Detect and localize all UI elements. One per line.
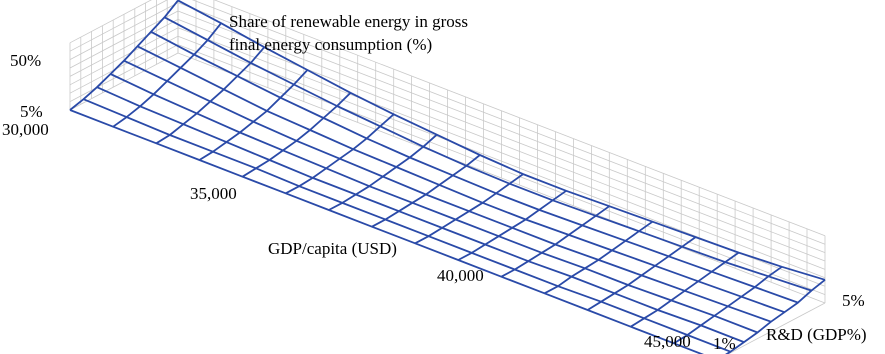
left-wall-horizontal-gridline bbox=[69, 19, 179, 77]
surface-line-constant-rd bbox=[83, 98, 731, 353]
back-wall-horizontal-gridline bbox=[177, 2, 826, 253]
surface-line-constant-gdp bbox=[371, 154, 481, 228]
surface-line-constant-rd bbox=[164, 16, 812, 292]
surface-line-constant-rd bbox=[69, 109, 705, 354]
surface-line-constant-gdp bbox=[285, 113, 395, 195]
surface-line-constant-gdp bbox=[198, 69, 309, 161]
x-axis-label: GDP/capita (USD) bbox=[268, 239, 397, 258]
back-wall-horizontal-gridline bbox=[177, 19, 826, 270]
surface-line-constant-rd bbox=[96, 86, 745, 343]
surface-line-constant-rd bbox=[123, 59, 772, 323]
back-wall-horizontal-gridline bbox=[177, 44, 826, 295]
left-wall-horizontal-gridline bbox=[69, 2, 179, 60]
x-tick-label-45000: 45,000 bbox=[644, 332, 691, 351]
left-wall-horizontal-gridline bbox=[69, 44, 179, 102]
x-tick-label-30000: 30,000 bbox=[2, 120, 49, 139]
left-wall-horizontal-gridline bbox=[69, 10, 179, 69]
back-wall-horizontal-gridline bbox=[177, 27, 826, 279]
surface-line-constant-gdp bbox=[630, 251, 740, 328]
back-wall-horizontal-gridline bbox=[177, 10, 826, 262]
left-wall-horizontal-gridline bbox=[69, 0, 168, 52]
y-tick-label-5: 5% bbox=[842, 291, 865, 310]
back-wall-horizontal-gridline bbox=[191, 0, 826, 245]
z-tick-label-low: 5% bbox=[20, 102, 43, 121]
surface-line-constant-rd bbox=[110, 73, 758, 334]
surface-line-constant-gdp bbox=[328, 134, 438, 211]
left-wall-horizontal-gridline bbox=[69, 35, 179, 94]
surface-line-constant-gdp bbox=[112, 22, 222, 128]
left-wall-horizontal-gridline bbox=[69, 0, 152, 44]
z-axis-title-line1: Share of renewable energy in gross bbox=[229, 12, 468, 31]
surface-line-constant-gdp bbox=[414, 173, 524, 245]
surface-mesh bbox=[69, 0, 826, 354]
surface-line-constant-gdp bbox=[544, 220, 654, 295]
surface-line-constant-gdp bbox=[587, 236, 697, 311]
surface-line-constant-gdp bbox=[155, 46, 265, 145]
z-tick-label-high: 50% bbox=[10, 51, 41, 70]
z-axis-title-line2: final energy consumption (%) bbox=[229, 35, 432, 54]
surface-line-constant-gdp bbox=[457, 190, 567, 261]
surface-line-constant-gdp bbox=[500, 205, 610, 278]
surface-line-constant-rd bbox=[137, 45, 785, 314]
back-wall-horizontal-gridline bbox=[213, 0, 826, 237]
y-tick-label-1: 1% bbox=[713, 334, 736, 353]
surface-line-constant-gdp bbox=[725, 279, 826, 354]
back-wall-horizontal-gridline bbox=[177, 52, 826, 304]
floor-right-edge bbox=[727, 302, 826, 354]
x-tick-label-35000: 35,000 bbox=[190, 184, 237, 203]
surface-line-constant-rd bbox=[150, 31, 799, 304]
surface-line-constant-gdp bbox=[673, 266, 783, 345]
surface-line-constant-gdp bbox=[242, 92, 352, 178]
surface-line-constant-gdp bbox=[69, 0, 179, 111]
x-tick-label-40000: 40,000 bbox=[437, 266, 484, 285]
surface-line-constant-rd bbox=[177, 0, 826, 281]
y-axis-label: R&D (GDP%) bbox=[766, 325, 867, 344]
